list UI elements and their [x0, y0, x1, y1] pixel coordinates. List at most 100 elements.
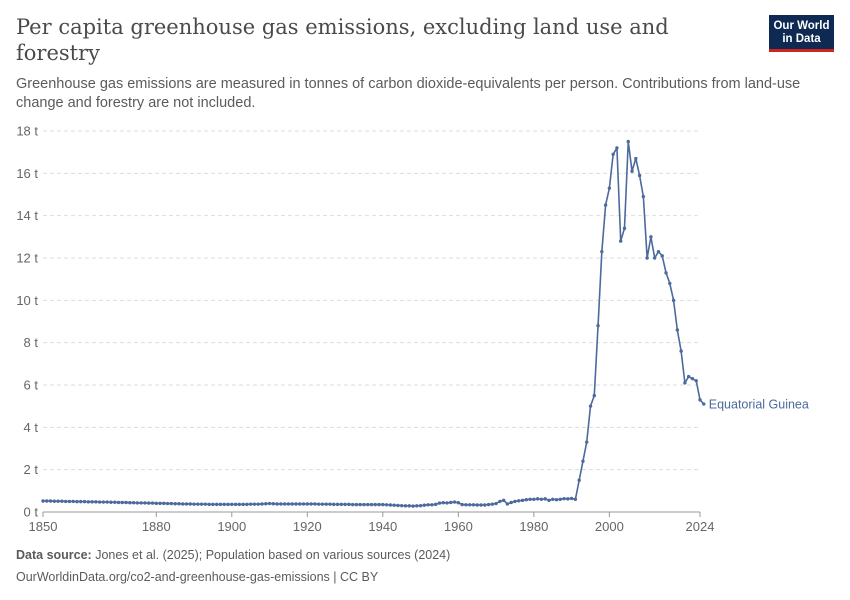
- data-point: [222, 502, 226, 507]
- data-point: [377, 502, 381, 507]
- data-point: [543, 497, 547, 501]
- x-tick-label-1900: 1900: [217, 519, 246, 534]
- data-point: [407, 504, 411, 508]
- data-point: [668, 281, 672, 286]
- data-point: [573, 497, 578, 501]
- data-point: [452, 500, 457, 504]
- data-point: [135, 501, 140, 505]
- data-point: [566, 497, 570, 501]
- data-point: [656, 249, 661, 254]
- data-point: [505, 502, 510, 506]
- data-point: [207, 502, 211, 507]
- data-point: [501, 498, 506, 503]
- chart-subtitle: Greenhouse gas emissions are measured in…: [16, 76, 801, 111]
- data-point: [79, 499, 83, 504]
- data-point: [369, 502, 374, 507]
- data-point: [509, 500, 513, 505]
- data-point: [237, 502, 242, 507]
- data-point: [426, 503, 430, 507]
- data-source-text: Jones et al. (2025); Population based on…: [95, 548, 451, 562]
- data-point: [396, 503, 400, 508]
- data-point: [328, 502, 332, 506]
- data-point: [698, 398, 702, 402]
- data-point: [211, 502, 215, 507]
- data-point: [90, 500, 94, 504]
- data-point: [305, 502, 310, 506]
- data-point: [392, 503, 396, 507]
- data-point: [611, 152, 615, 156]
- data-point: [313, 502, 317, 506]
- data-point: [600, 249, 604, 254]
- data-point: [196, 502, 200, 506]
- data-point: [71, 499, 75, 504]
- data-point: [233, 502, 238, 507]
- data-point: [411, 504, 415, 508]
- data-point: [615, 146, 619, 150]
- data-point: [245, 502, 249, 507]
- data-point: [45, 499, 49, 503]
- data-point: [554, 498, 559, 502]
- data-point: [403, 504, 408, 508]
- data-point: [694, 379, 698, 383]
- data-point: [381, 502, 385, 507]
- logo-line-2: in Data: [782, 32, 821, 45]
- owid-logo[interactable]: Our World in Data: [769, 15, 834, 52]
- y-tick-label-2: 2 t: [24, 462, 39, 477]
- data-point: [109, 500, 113, 504]
- x-tick-label-1980: 1980: [519, 519, 548, 534]
- url-license[interactable]: OurWorldinData.org/co2-and-greenhouse-ga…: [16, 570, 379, 584]
- x-axis: 1850 1880 1900 1920 1940 1960 1980 2000 2024: [29, 511, 714, 534]
- data-point: [294, 502, 298, 506]
- data-point: [362, 502, 366, 507]
- data-point: [524, 498, 529, 502]
- data-point: [456, 500, 461, 505]
- data-point: [252, 502, 257, 506]
- data-point: [675, 328, 680, 332]
- data-point: [430, 503, 434, 507]
- data-point: [626, 139, 630, 144]
- data-point: [226, 502, 230, 507]
- data-point: [282, 502, 287, 506]
- data-point: [630, 169, 634, 173]
- data-point: [101, 500, 106, 504]
- data-point: [596, 324, 600, 328]
- data-point: [592, 393, 596, 398]
- data-point: [498, 499, 502, 504]
- y-tick-label-6: 6 t: [24, 378, 39, 393]
- data-point: [309, 502, 313, 506]
- y-tick-label-4: 4 t: [24, 420, 39, 435]
- data-point: [641, 194, 646, 199]
- data-point: [316, 502, 321, 506]
- data-point: [637, 173, 642, 178]
- data-point: [116, 500, 121, 505]
- data-point: [547, 498, 551, 503]
- data-point: [188, 502, 192, 506]
- data-point: [139, 501, 143, 505]
- data-point: [366, 502, 370, 507]
- x-tick-label-1880: 1880: [142, 519, 171, 534]
- data-point: [664, 271, 668, 275]
- data-point: [603, 203, 608, 207]
- data-point: [264, 502, 268, 506]
- data-point: [241, 502, 245, 507]
- y-tick-label-14: 14 t: [16, 208, 38, 223]
- data-point: [622, 226, 627, 231]
- data-point: [513, 499, 517, 504]
- data-point: [415, 504, 419, 508]
- data-point: [539, 497, 544, 501]
- logo-line-1: Our World: [773, 20, 830, 32]
- data-point: [433, 502, 438, 507]
- data-point: [339, 502, 343, 507]
- data-point: [686, 374, 691, 379]
- data-point: [558, 497, 562, 501]
- series-layer[interactable]: Equatorial Guinea: [41, 139, 809, 508]
- data-point: [158, 501, 162, 506]
- data-point: [67, 499, 72, 504]
- line-chart: 0 t 2 t 4 t 6 t 8 t 10 t 12 t 14 t 16 t 18 t 1850…: [16, 124, 809, 535]
- data-point: [671, 298, 676, 303]
- data-point: [97, 500, 102, 504]
- data-point: [422, 503, 427, 507]
- data-point: [400, 503, 404, 508]
- data-point: [517, 499, 521, 503]
- data-point: [551, 497, 555, 501]
